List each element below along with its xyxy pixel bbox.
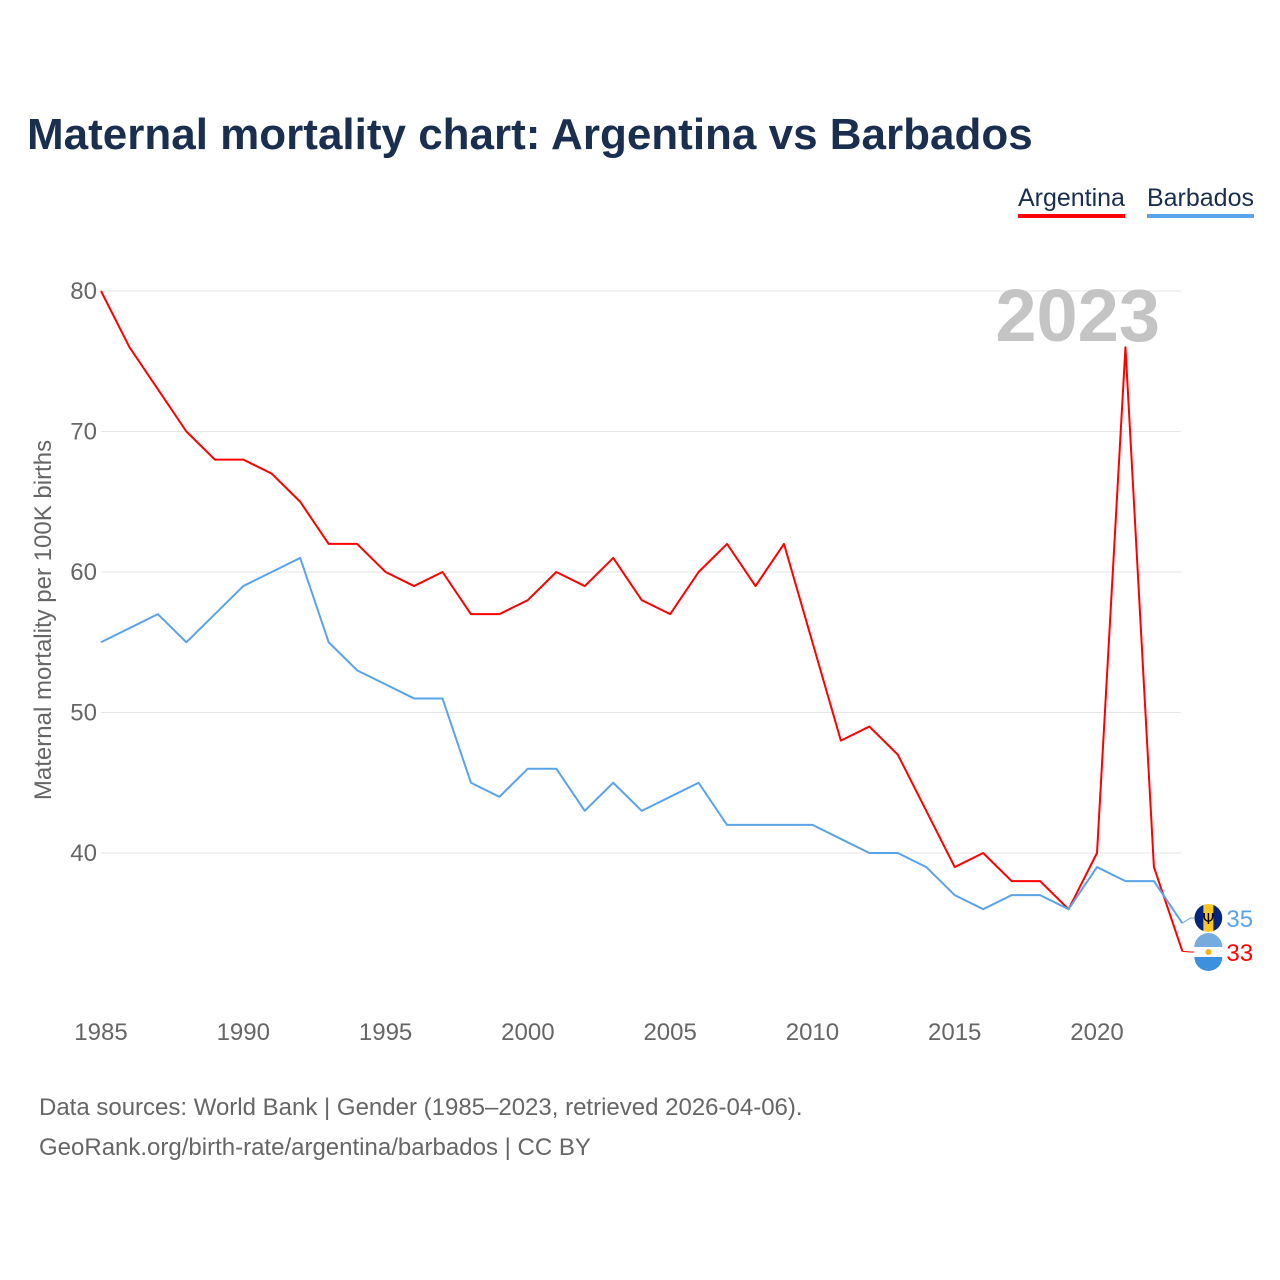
series-line-argentina [100,290,1184,952]
end-connector [1182,917,1195,924]
legend: Argentina Barbados [1017,184,1254,218]
x-tick-label: 2000 [501,1019,554,1046]
chart-title: Maternal mortality chart: Argentina vs B… [27,110,1033,159]
y-axis-label: Maternal mortality per 100K births [30,440,57,800]
end-value-label: 33 [1226,940,1253,967]
x-tick-label: 2020 [1070,1019,1123,1046]
y-tick-label: 60 [70,559,97,586]
x-tick-label: 2015 [928,1019,981,1046]
y-tick-label: 40 [70,840,97,867]
y-tick-label: 50 [70,700,97,727]
flag-stripe [1194,957,1223,972]
x-tick-label: 1990 [217,1019,270,1046]
y-tick-label: 70 [70,419,97,446]
trident: Ψ [1202,910,1214,928]
argentina-flag-icon [1194,933,1223,972]
source-link[interactable]: GeoRank.org/birth-rate/argentina/barbado… [39,1134,591,1161]
end-connector [1182,950,1195,953]
legend-barbados[interactable]: Barbados [1146,184,1254,218]
end-value-label: 35 [1226,906,1253,933]
x-tick-label: 2005 [643,1019,696,1046]
legend-argentina[interactable]: Argentina [1017,184,1125,218]
series-line-barbados [100,556,1184,924]
year-watermark: 2023 [995,274,1160,357]
flag-stripe [1194,933,1223,947]
flag-stripe [1213,905,1223,931]
x-tick-label: 2010 [786,1019,839,1046]
barbados-flag-icon: Ψ [1194,904,1223,932]
source-text: Data sources: World Bank | Gender (1985–… [39,1094,803,1121]
footer: Data sources: World Bank | Gender (1985–… [39,1088,803,1168]
flag-sun [1205,949,1212,955]
x-tick-label: 1985 [74,1019,127,1046]
y-tick-label: 80 [70,278,97,305]
x-tick-label: 1995 [359,1019,412,1046]
flag-stripe [1194,905,1204,931]
